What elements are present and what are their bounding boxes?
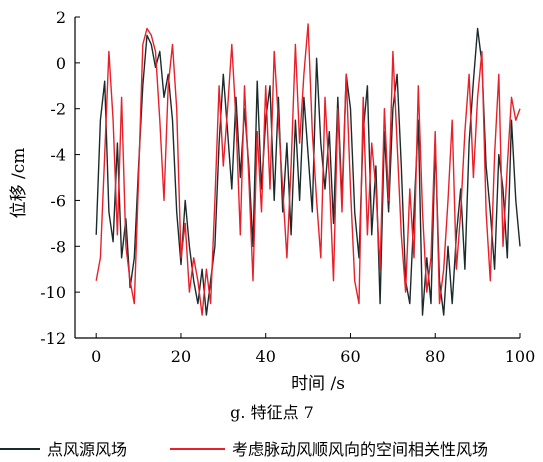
y-tick-label: -6 — [50, 191, 66, 210]
x-tick-label: 100 — [505, 347, 536, 366]
y-tick-label: 0 — [56, 54, 66, 73]
x-axis-title: 时间 /s — [291, 374, 345, 394]
ticks-layer: 20-2-4-6-8-10-120 20 40 60 80 100 — [40, 8, 535, 366]
y-tick-label: -10 — [40, 283, 66, 302]
y-axis-title: 位移 /cm — [9, 148, 29, 219]
y-tick-label: -12 — [40, 329, 66, 348]
y-tick-label: -4 — [50, 146, 66, 165]
legend: 点风源风场 考虑脉动风顺风向的空间相关性风场 — [0, 440, 488, 459]
series-layer — [95, 23, 521, 316]
y-tick-label: -8 — [50, 237, 66, 256]
x-tick-label: 60 — [340, 347, 360, 366]
figure-caption: g. 特征点 7 — [230, 403, 314, 422]
series-line-spatial-correlation — [95, 23, 521, 316]
legend-label-spatial-correlation: 考虑脉动风顺风向的空间相关性风场 — [232, 440, 488, 459]
axes-layer — [74, 17, 520, 339]
y-tick-label: 2 — [56, 8, 66, 27]
series-line-point-source — [95, 27, 521, 316]
x-tick-label: 0 — [91, 347, 101, 366]
x-tick-label: 80 — [425, 347, 445, 366]
legend-label-point-source: 点风源风场 — [47, 440, 127, 459]
x-tick-label: 40 — [256, 347, 276, 366]
x-tick-label: 20 — [171, 347, 191, 366]
y-tick-label: -2 — [50, 100, 66, 119]
